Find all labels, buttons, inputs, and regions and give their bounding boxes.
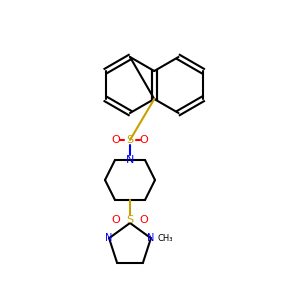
Text: S: S (126, 215, 134, 225)
Text: N: N (105, 233, 113, 243)
Text: N: N (126, 155, 134, 165)
Text: O: O (140, 215, 148, 225)
Text: CH₃: CH₃ (157, 234, 173, 243)
Text: O: O (112, 215, 120, 225)
Text: N: N (147, 233, 155, 243)
Text: S: S (126, 135, 134, 145)
Text: O: O (140, 135, 148, 145)
Text: O: O (112, 135, 120, 145)
